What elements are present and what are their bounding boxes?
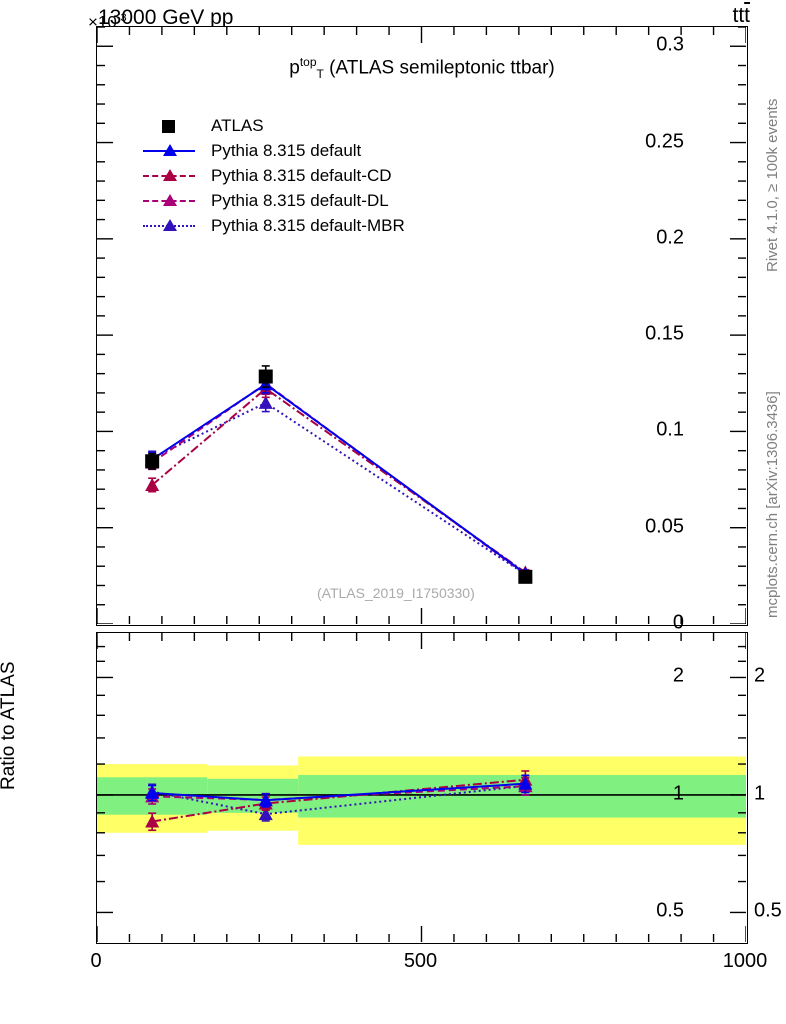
process-label-tbar: t (744, 4, 750, 27)
legend-entry: Pythia 8.315 default-MBR (143, 213, 405, 238)
legend-label: Pythia 8.315 default-DL (211, 190, 389, 210)
legend-key-2 (143, 165, 195, 187)
data-marker-triangle (145, 785, 160, 799)
ratio-plot-canvas (97, 633, 746, 942)
legend-entry: Pythia 8.315 default-CD (143, 163, 405, 188)
ratio-plot-panel (96, 632, 748, 944)
process-label: ttt (732, 4, 750, 28)
data-marker-triangle (258, 807, 273, 821)
plot-title: ptopT (ATLAS semileptonic ttbar) (97, 55, 747, 81)
legend-label: Pythia 8.315 default-CD (211, 165, 392, 185)
ratio-axis-label: Ratio to ATLAS (0, 661, 19, 791)
legend-label: Pythia 8.315 default-MBR (211, 215, 405, 235)
data-marker-triangle (258, 395, 273, 409)
main-plot-canvas (97, 27, 746, 624)
plot-title-subscript: T (316, 67, 324, 82)
ratio-axis-tick-label: 2 (672, 664, 684, 687)
legend-label: Pythia 8.315 default (211, 140, 362, 160)
rivet-version-label: Rivet 4.1.0, ≥ 100k events (764, 98, 781, 272)
y-axis-tick-label: 0 (672, 611, 684, 634)
process-label-t: tt (732, 4, 745, 27)
legend-marker-triangle (163, 168, 177, 181)
y-axis-multiplier-exponent: -3 (116, 12, 127, 24)
y-axis-tick-label: 0.05 (645, 515, 684, 538)
main-plot-panel: ptopT (ATLAS semileptonic ttbar) (ATLAS_… (96, 26, 748, 626)
data-marker-triangle (145, 477, 160, 491)
data-marker-triangle (518, 776, 533, 790)
data-line-Pythia 8.315 default-MBR (151, 401, 526, 576)
legend-key-1 (143, 140, 195, 162)
ratio-axis-tick-label: 1 (672, 782, 684, 805)
ratio-axis-tick-label-right: 1 (754, 782, 766, 805)
data-marker-square (145, 454, 160, 469)
data-line-Pythia 8.315 default (151, 383, 526, 575)
ratio-axis-tick-label: 0.5 (656, 899, 684, 922)
plot-title-description: (ATLAS semileptonic ttbar) (323, 57, 555, 79)
ratio-axis-tick-label-right: 0.5 (754, 899, 782, 922)
x-axis-tick-label: 0 (90, 950, 102, 972)
legend-marker-triangle (163, 193, 177, 206)
ratio-axis-tick-label-right: 2 (754, 664, 766, 687)
y-axis-tick-label: 0.2 (656, 226, 684, 249)
data-marker-square (258, 369, 273, 384)
mcplots-source-label: mcplots.cern.ch [arXiv:1306.3436] (764, 391, 781, 618)
legend-key-3 (143, 190, 195, 212)
legend-marker-square (162, 119, 175, 133)
y-axis-tick-label: 0.15 (645, 322, 684, 345)
data-line-Pythia 8.315 default-DL (151, 382, 526, 576)
legend-key-4 (143, 215, 195, 237)
legend-key-0 (143, 115, 195, 137)
y-axis-tick-label: 0.25 (645, 130, 684, 153)
legend-entry: Pythia 8.315 default (143, 138, 405, 163)
x-axis-tick-label: 1000 (722, 950, 768, 972)
y-axis-tick-label: 0.1 (656, 418, 684, 441)
legend-label: ATLAS (211, 115, 264, 135)
legend-marker-triangle (163, 218, 177, 231)
data-line-Pythia 8.315 default-CD (151, 387, 526, 574)
y-axis-tick-label: 0.3 (656, 33, 684, 56)
ratio-band-green (207, 778, 299, 813)
plot-title-superscript: top (299, 55, 317, 69)
legend-entry: Pythia 8.315 default-DL (143, 188, 405, 213)
data-marker-triangle (145, 814, 160, 828)
data-marker-square (518, 569, 533, 584)
plot-title-variable: p (289, 57, 300, 79)
legend-marker-triangle (163, 143, 177, 156)
legend-entry: ATLAS (143, 113, 405, 138)
data-marker-triangle (258, 793, 273, 807)
beam-energy-label: 13000 GeV pp (98, 6, 234, 29)
legend: ATLAS Pythia 8.315 default Pythia 8.315 de… (143, 113, 405, 238)
analysis-watermark: (ATLAS_2019_I1750330) (317, 585, 475, 601)
x-axis-tick-label: 500 (403, 950, 438, 972)
